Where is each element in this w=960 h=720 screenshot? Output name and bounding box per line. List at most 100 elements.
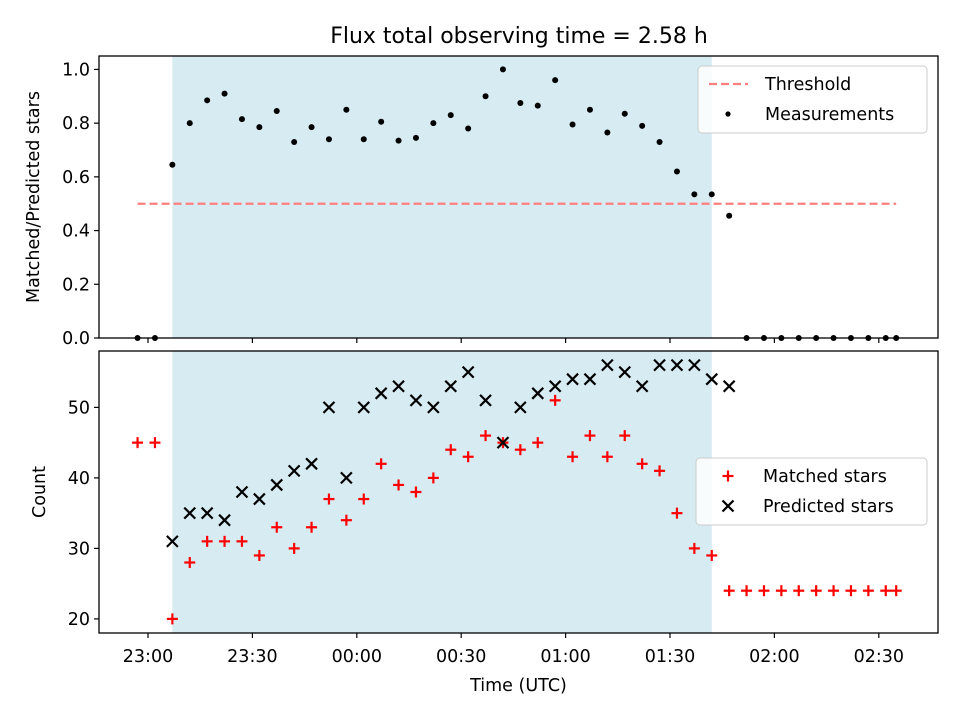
predicted-star-marker-b bbox=[461, 365, 475, 379]
measurement-point bbox=[273, 108, 280, 115]
predicted-star-marker-b bbox=[601, 358, 614, 372]
measurement-point bbox=[482, 93, 489, 100]
legend-measurement-label: Measurements bbox=[765, 105, 894, 125]
y-tick-label: 0.2 bbox=[62, 275, 90, 295]
predicted-star-marker-b bbox=[357, 401, 371, 414]
count-y-axis-label: Count bbox=[30, 466, 50, 518]
measurement-point bbox=[552, 77, 559, 84]
predicted-star-marker-b bbox=[322, 401, 336, 414]
measurement-point bbox=[204, 97, 211, 104]
measurement-point bbox=[621, 110, 628, 117]
y-tick-label: 0.4 bbox=[62, 222, 90, 242]
measurement-point bbox=[412, 134, 419, 141]
measurement-point bbox=[499, 66, 506, 73]
predicted-star-marker-b bbox=[305, 457, 318, 471]
measurement-point bbox=[517, 100, 524, 106]
predicted-star-marker-b bbox=[653, 358, 666, 372]
observing-window-span bbox=[172, 56, 712, 338]
legend-threshold-label: Threshold bbox=[764, 75, 851, 95]
predicted-star-marker-b bbox=[688, 358, 701, 372]
figure-title: Flux total observing time = 2.58 h bbox=[330, 24, 708, 49]
measurement-point bbox=[447, 112, 454, 119]
measurement-point bbox=[360, 136, 367, 143]
measurement-point bbox=[586, 106, 593, 113]
ratio-y-axis-label: Matched/Predicted stars bbox=[24, 91, 44, 303]
x-tick-label: 02:00 bbox=[749, 647, 799, 667]
predicted-star-marker-b bbox=[392, 379, 405, 393]
measurement-point bbox=[691, 191, 698, 198]
predicted-star-marker-b bbox=[427, 401, 440, 414]
x-tick-label: 23:00 bbox=[123, 647, 173, 667]
predicted-star-marker-b bbox=[183, 506, 197, 520]
y-tick-label: 0.0 bbox=[62, 329, 90, 349]
x-tick-label: 00:00 bbox=[332, 647, 382, 667]
predicted-star-marker-b bbox=[444, 379, 458, 393]
y-tick-label: 40 bbox=[68, 469, 90, 489]
measurement-point bbox=[604, 129, 611, 136]
predicted-star-marker-b bbox=[548, 379, 562, 393]
x-tick-label: 01:00 bbox=[540, 647, 590, 667]
legend-matched-label: Matched stars bbox=[763, 467, 887, 487]
legend-box bbox=[697, 65, 928, 134]
measurement-point bbox=[221, 90, 228, 97]
legend-predicted-label: Predicted stars bbox=[763, 497, 894, 517]
predicted-star-marker-b bbox=[514, 401, 527, 414]
measurement-point bbox=[726, 212, 733, 219]
count-panel: 20 30 40 50 23:00 23:30 00:00 00:30 01:00 01:30 0… bbox=[30, 350, 939, 696]
predicted-star-marker-b bbox=[635, 379, 649, 393]
measurement-point bbox=[291, 138, 298, 145]
measurement-point bbox=[465, 125, 472, 132]
predicted-star-marker-b bbox=[670, 358, 684, 372]
measurement-point bbox=[430, 120, 437, 127]
y-tick-label: 1.0 bbox=[62, 60, 90, 80]
ratio-panel-frame bbox=[98, 55, 939, 339]
x-tick-label: 00:30 bbox=[436, 647, 486, 667]
measurement-point bbox=[256, 124, 263, 131]
predicted-star-marker-b bbox=[200, 506, 214, 520]
predicted-star-marker-b bbox=[235, 485, 249, 499]
y-tick-label: 0.6 bbox=[62, 168, 90, 188]
predicted-star-marker-b bbox=[166, 535, 179, 548]
predicted-star-marker-b bbox=[287, 464, 301, 478]
observing-window-span bbox=[172, 351, 712, 633]
predicted-star-marker-b bbox=[374, 387, 388, 400]
measurement-point bbox=[395, 137, 402, 144]
predicted-star-marker-b bbox=[721, 499, 735, 513]
predicted-star-marker-b bbox=[270, 478, 284, 492]
measurement-point bbox=[673, 168, 680, 175]
x-axis-label: Time (UTC) bbox=[469, 676, 567, 696]
predicted-star-marker-b bbox=[531, 387, 545, 400]
y-tick-label: 50 bbox=[68, 398, 90, 418]
x-tick-label: 02:30 bbox=[854, 647, 904, 667]
x-tick-label: 01:30 bbox=[645, 647, 695, 667]
predicted-star-marker-b bbox=[722, 379, 736, 393]
measurement-point bbox=[308, 124, 315, 131]
measurement-point bbox=[534, 102, 541, 109]
x-tick-label: 23:30 bbox=[227, 647, 277, 667]
predicted-star-marker-b bbox=[340, 471, 353, 485]
y-tick-label: 20 bbox=[68, 610, 90, 630]
legend-box bbox=[695, 457, 928, 526]
y-tick-label: 30 bbox=[68, 539, 90, 559]
measurement-point bbox=[169, 161, 176, 168]
measurement-point bbox=[186, 120, 193, 127]
predicted-star-marker-b bbox=[218, 513, 231, 527]
predicted-star-marker-b bbox=[705, 372, 719, 386]
measurement-point bbox=[343, 106, 350, 113]
measurement-point bbox=[569, 121, 576, 128]
measurement-point bbox=[238, 116, 245, 123]
predicted-star-marker-b bbox=[496, 436, 510, 449]
measurement-point bbox=[656, 138, 663, 145]
legend-measurement-swatch bbox=[725, 111, 731, 117]
ratio-panel: 0.0 0.2 0.4 0.6 0.8 1.0 Matched/Predicted sta… bbox=[24, 55, 939, 349]
ratio-legend: Threshold Measurements bbox=[697, 65, 928, 134]
measurement-point bbox=[378, 118, 385, 125]
measurement-point bbox=[639, 122, 646, 129]
y-tick-label: 0.8 bbox=[62, 114, 90, 134]
count-panel-frame bbox=[98, 350, 939, 634]
predicted-star-marker-b bbox=[479, 394, 492, 407]
predicted-star-marker-b bbox=[566, 372, 579, 386]
measurement-point bbox=[325, 136, 332, 143]
measurement-point bbox=[708, 191, 715, 198]
